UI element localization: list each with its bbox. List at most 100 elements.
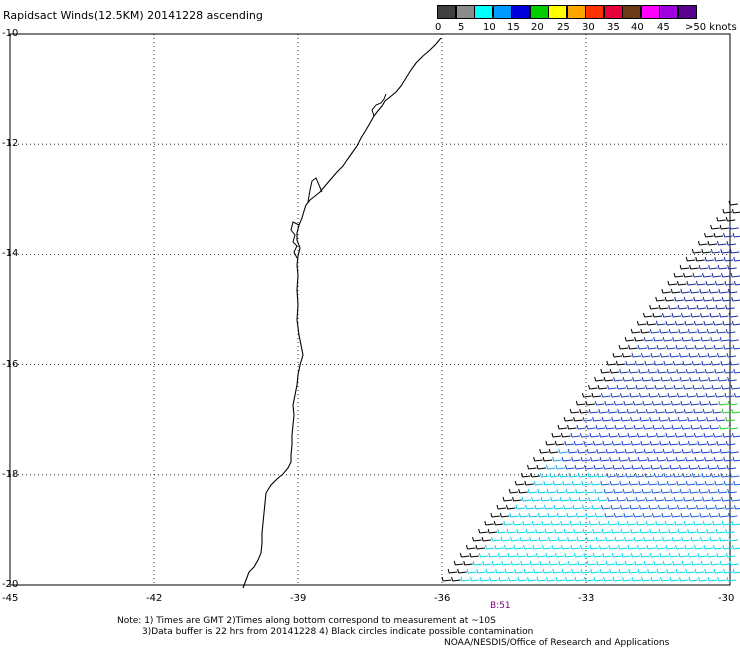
- wind-barb: [519, 536, 530, 542]
- wind-barb: [715, 416, 726, 422]
- wind-barb: [537, 512, 548, 518]
- wind-barb: [647, 568, 657, 574]
- wind-barb: [490, 512, 500, 518]
- wind-barb: [658, 416, 669, 422]
- wind-barb: [620, 416, 631, 422]
- wind-barb: [661, 288, 671, 294]
- wind-barb: [693, 320, 704, 326]
- wind-barb: [723, 456, 733, 462]
- wind-barb: [659, 440, 669, 446]
- wind-barb: [506, 528, 517, 534]
- wind-barb: [634, 336, 644, 342]
- wind-barb: [673, 384, 684, 390]
- wind-barb: [713, 568, 724, 574]
- wind-barb: [607, 520, 618, 526]
- wind-barb: [506, 504, 516, 510]
- wind-barb: [683, 272, 693, 278]
- wind-barb: [724, 280, 735, 286]
- wind-barb: [708, 488, 718, 494]
- wind-barb: [658, 528, 669, 534]
- wind-barb: [715, 304, 726, 310]
- wind-barb: [533, 480, 544, 486]
- wind-barb: [594, 488, 604, 494]
- wind-barb: [733, 368, 740, 374]
- wind-barb: [579, 520, 589, 526]
- wind-barb: [719, 336, 730, 342]
- wind-barb: [702, 384, 712, 390]
- wind-barb: [475, 544, 486, 550]
- wind-barb: [655, 520, 665, 526]
- wind-barb: [613, 376, 623, 382]
- wind-barb: [708, 376, 718, 382]
- wind-barb: [649, 328, 660, 334]
- wind-barb: [529, 536, 539, 542]
- wind-barb: [712, 408, 722, 414]
- wind-barb: [551, 544, 562, 550]
- wind-barb: [685, 480, 696, 486]
- wind-barb: [714, 392, 725, 398]
- wind-barb: [670, 512, 681, 518]
- wind-barb: [645, 384, 655, 390]
- wind-barb: [693, 544, 704, 550]
- wind-barb: [502, 496, 513, 502]
- wind-barb: [621, 552, 631, 558]
- wind-barb: [701, 360, 711, 366]
- wind-barb: [705, 280, 716, 286]
- wind-barb: [579, 408, 589, 414]
- wind-barb: [710, 224, 720, 230]
- wind-barb: [581, 480, 591, 486]
- wind-barb: [572, 504, 583, 510]
- wind-barb: [662, 448, 673, 454]
- wind-barb: [728, 536, 739, 542]
- wind-barb: [510, 536, 520, 542]
- wind-barb: [618, 456, 629, 462]
- wind-barb: [685, 344, 695, 350]
- wind-barb: [718, 400, 728, 406]
- wind-barb: [712, 320, 723, 326]
- wind-barb: [693, 296, 703, 302]
- wind-barb: [574, 576, 585, 582]
- wind-barb: [721, 408, 732, 414]
- wind-barb: [562, 480, 572, 486]
- wind-barb: [525, 504, 535, 510]
- wind-barb: [730, 496, 740, 502]
- wind-barb: [698, 464, 708, 470]
- wind-barb: [732, 232, 740, 238]
- wind-barb: [627, 432, 638, 438]
- wind-barb: [648, 504, 659, 510]
- wind-barb: [649, 528, 659, 534]
- wind-barb: [675, 456, 686, 462]
- wind-barb: [630, 416, 640, 422]
- wind-barb: [607, 496, 617, 502]
- wind-barb: [725, 328, 736, 334]
- wind-barb: [683, 408, 694, 414]
- wind-barb: [672, 472, 683, 478]
- wind-barb: [580, 456, 591, 462]
- wind-barb: [667, 392, 678, 398]
- wind-barb: [657, 392, 668, 398]
- wind-barb: [569, 520, 580, 526]
- wind-barb: [472, 536, 482, 542]
- wind-barb: [615, 448, 625, 454]
- wind-barb: [681, 312, 691, 318]
- wind-barb: [587, 472, 597, 478]
- wind-barb: [560, 432, 571, 438]
- wind-barb: [681, 336, 692, 342]
- wind-barb: [670, 488, 680, 494]
- wind-barb: [634, 360, 645, 366]
- wind-barb: [734, 504, 740, 510]
- wind-barb: [552, 480, 563, 486]
- wind-barb: [609, 368, 620, 374]
- wind-barb: [628, 344, 638, 350]
- wind-barb: [640, 328, 650, 334]
- wind-barb: [733, 480, 740, 486]
- colorbar-label: 40: [631, 22, 644, 33]
- wind-barb: [731, 320, 740, 326]
- wind-barb: [632, 376, 642, 382]
- latitude-label: -16: [2, 358, 19, 370]
- wind-barb: [665, 544, 676, 550]
- wind-barb: [554, 552, 565, 558]
- wind-barb: [577, 448, 587, 454]
- wind-barb: [663, 472, 673, 478]
- wind-barb: [672, 360, 683, 366]
